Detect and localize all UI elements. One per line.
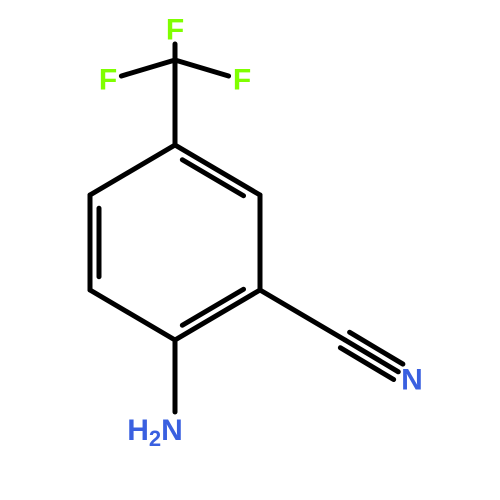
amine-label: H2N — [127, 414, 183, 451]
F-label: F — [99, 64, 117, 97]
molecule-diagram: F F F N H2N — [0, 0, 500, 500]
N-label: N — [401, 364, 423, 397]
F-label: F — [166, 14, 184, 47]
F-label: F — [233, 64, 251, 97]
